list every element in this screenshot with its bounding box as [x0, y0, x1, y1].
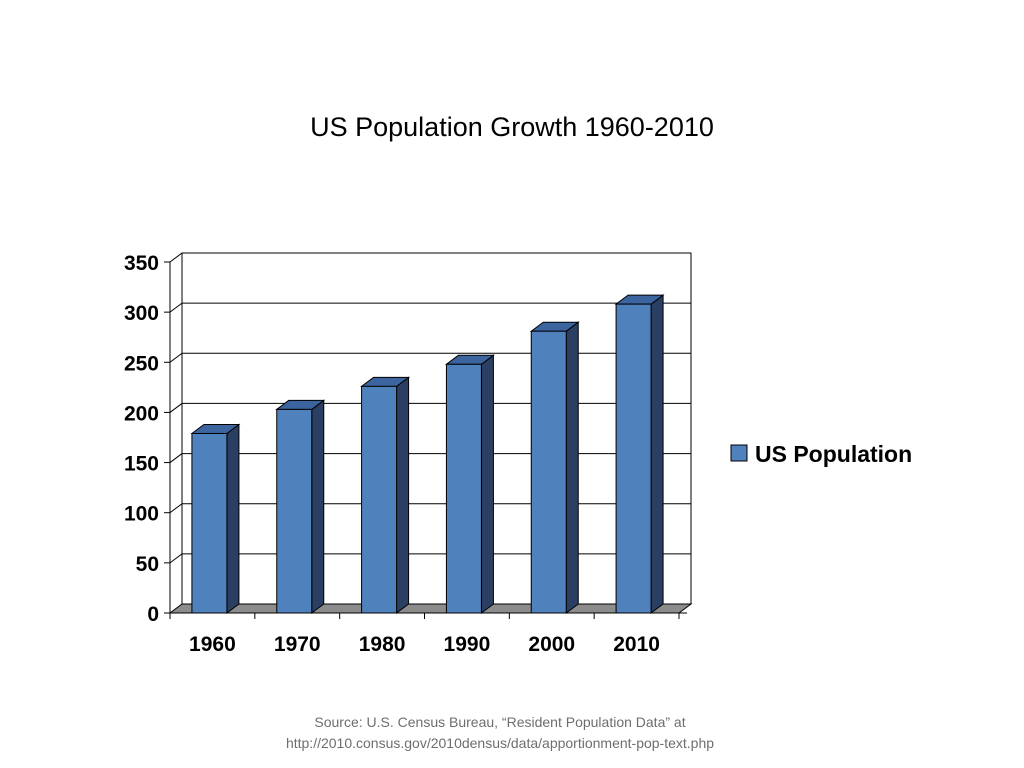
x-tick-label: 1990 [444, 633, 491, 656]
x-tick-label: 1980 [359, 633, 406, 656]
x-tick-label: 2000 [528, 633, 575, 656]
bar-side [480, 354, 494, 614]
gridline-side [169, 302, 183, 313]
plot-back-wall [181, 252, 692, 605]
bar-front [276, 408, 313, 614]
y-tick-label: 0 [147, 603, 159, 626]
x-tick-label: 2010 [613, 633, 660, 656]
bar [444, 354, 495, 614]
y-tick-label: 350 [124, 252, 159, 275]
bar-side [396, 376, 410, 614]
x-tick-label: 1970 [274, 633, 321, 656]
x-tick-label: 1960 [189, 633, 236, 656]
source-line-2: http://2010.consus.gov/2010densus/data/a… [285, 735, 715, 751]
bar-front [615, 303, 652, 614]
bar [360, 376, 411, 614]
bar [529, 321, 580, 614]
bar [190, 423, 241, 614]
source-note: Source: U.S. Census Bureau, “Resident Po… [0, 712, 1000, 754]
tick-labels: 0 50 100 150 200 250 300 350 1960 1970 1980 1990 200… [124, 252, 660, 656]
bar-front [361, 385, 398, 614]
bar-side [565, 321, 579, 614]
y-tick-label: 150 [124, 453, 159, 476]
gridline-side [169, 403, 183, 413]
y-tick-label: 300 [124, 302, 159, 325]
legend-label: US Population [755, 441, 912, 467]
bar [614, 294, 665, 614]
bar-front [191, 432, 228, 614]
bars [190, 294, 665, 614]
y-tick-label: 200 [124, 402, 159, 425]
legend: US Population [730, 441, 912, 467]
bar-side [650, 294, 664, 614]
y-tick-label: 50 [136, 553, 159, 576]
bar [275, 399, 326, 614]
y-tick-label: 250 [124, 352, 159, 375]
chart-floor [168, 603, 693, 614]
gridlines [169, 252, 692, 605]
bar-front [530, 330, 567, 614]
chart-title: US Population Growth 1960-2010 [310, 112, 714, 142]
gridline-side [169, 553, 183, 564]
axes [164, 252, 693, 619]
gridline-side [169, 453, 183, 463]
y-axis-top-edge [169, 252, 183, 263]
bar-front [445, 363, 482, 614]
source-line-1: Source: U.S. Census Bureau, “Resident Po… [314, 714, 686, 730]
bar-side [311, 399, 325, 614]
legend-swatch [730, 444, 748, 462]
gridline-side [169, 503, 183, 514]
bar-side [226, 423, 240, 614]
gridline-side [169, 352, 183, 363]
y-tick-label: 100 [124, 503, 159, 526]
